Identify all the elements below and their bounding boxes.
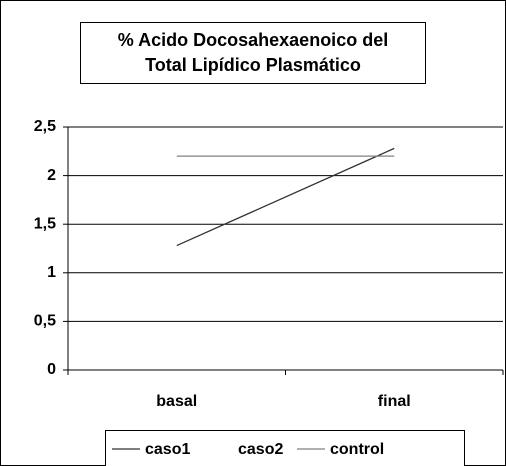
chart-title: % Acido Docosahexaenoico del — [118, 30, 388, 50]
y-tick-label: 0,5 — [34, 313, 56, 330]
y-tick-label: 1 — [47, 264, 56, 281]
legend-label: caso2 — [238, 441, 283, 458]
y-tick-label: 2,5 — [34, 118, 56, 135]
legend-label: caso1 — [145, 441, 190, 458]
y-tick-label: 1,5 — [34, 215, 56, 232]
title-box — [80, 22, 426, 84]
legend-box — [105, 430, 465, 466]
y-tick-label: 0 — [47, 361, 56, 378]
chart-title: Total Lipídico Plasmático — [145, 55, 361, 75]
legend-label: control — [330, 441, 384, 458]
series-line — [176, 147, 395, 247]
x-tick-label: basal — [156, 393, 197, 410]
y-tick-label: 2 — [47, 167, 56, 184]
x-tick-label: final — [378, 393, 411, 410]
